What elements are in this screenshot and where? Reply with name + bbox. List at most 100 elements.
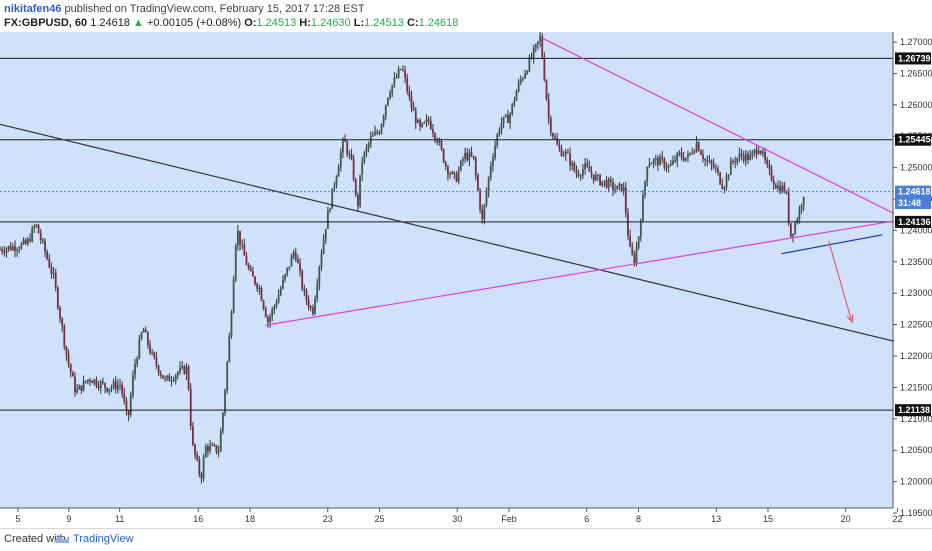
candle-body bbox=[704, 159, 707, 161]
candle-body bbox=[249, 268, 252, 271]
price-tick-label: 1.22000 bbox=[900, 351, 932, 361]
price-chart[interactable]: 1.270001.265001.260001.255001.250001.245… bbox=[0, 32, 932, 528]
candle-body bbox=[528, 57, 531, 72]
trend-line bbox=[0, 123, 912, 346]
candle-body bbox=[684, 157, 687, 161]
candle-body bbox=[123, 393, 126, 402]
candle-body bbox=[436, 139, 439, 143]
candle-body bbox=[267, 317, 269, 323]
candle-body bbox=[327, 210, 329, 229]
candle-body bbox=[691, 152, 694, 154]
price-tick-label: 1.23500 bbox=[900, 257, 932, 267]
candle-body bbox=[597, 175, 599, 177]
tradingview-logo-icon[interactable] bbox=[54, 532, 70, 547]
candle-body bbox=[734, 161, 737, 163]
candle-body bbox=[736, 158, 739, 163]
candle-body bbox=[515, 91, 518, 101]
candle-body bbox=[187, 366, 190, 389]
candle-body bbox=[219, 431, 222, 452]
candle-body bbox=[279, 288, 282, 295]
candle-body bbox=[138, 339, 141, 359]
candle-body bbox=[635, 247, 638, 264]
candle-body bbox=[425, 119, 428, 123]
candle-body bbox=[410, 96, 413, 108]
price-axis[interactable] bbox=[894, 32, 932, 508]
candle-body bbox=[284, 274, 286, 280]
candle-body bbox=[290, 256, 293, 267]
candle-body bbox=[179, 367, 181, 373]
candle-body bbox=[509, 113, 511, 124]
candle-body bbox=[108, 388, 111, 392]
candle-body bbox=[627, 213, 629, 236]
candle-body bbox=[234, 245, 237, 280]
candle-body bbox=[498, 129, 501, 135]
price-label-box bbox=[895, 215, 931, 228]
horizontal-levels bbox=[0, 57, 893, 411]
candle-body bbox=[206, 446, 209, 452]
candle-body bbox=[18, 248, 21, 250]
candle-body bbox=[402, 69, 404, 71]
price-label-text: 1.26739 bbox=[898, 53, 931, 63]
candle-body bbox=[787, 192, 790, 224]
candle-body bbox=[86, 379, 89, 382]
candle-body bbox=[69, 364, 72, 373]
candle-body bbox=[59, 307, 61, 319]
arrow-head-icon bbox=[846, 314, 854, 324]
candle-body bbox=[537, 41, 539, 45]
candle-body bbox=[352, 158, 355, 180]
candle-body bbox=[669, 164, 672, 166]
chart-header: nikitafen46 published on TradingView.com… bbox=[0, 0, 932, 32]
symbol-label[interactable]: FX:GBPUSD, 60 bbox=[4, 17, 88, 29]
candle-body bbox=[146, 332, 149, 345]
candle-body bbox=[534, 44, 537, 48]
candle-body bbox=[423, 122, 426, 124]
candles-layer bbox=[0, 32, 805, 484]
candle-body bbox=[682, 157, 685, 161]
price-label-box bbox=[895, 185, 931, 198]
candle-body bbox=[329, 208, 331, 211]
author-link[interactable]: nikitafen46 bbox=[4, 3, 62, 15]
candle-body bbox=[674, 160, 677, 162]
candle-body bbox=[46, 251, 49, 259]
candle-body bbox=[324, 228, 327, 240]
price-label-box bbox=[895, 52, 931, 65]
candle-body bbox=[457, 170, 460, 182]
candle-body bbox=[794, 222, 797, 234]
candle-body bbox=[344, 138, 346, 142]
candle-body bbox=[798, 209, 801, 220]
candle-body bbox=[489, 165, 492, 178]
candle-body bbox=[438, 141, 441, 143]
candle-body bbox=[532, 47, 535, 58]
time-axis[interactable] bbox=[0, 509, 932, 528]
candle-body bbox=[359, 174, 361, 207]
low-label: L: bbox=[353, 17, 365, 29]
candle-body bbox=[695, 142, 698, 152]
candle-body bbox=[374, 131, 376, 136]
candle-body bbox=[567, 151, 569, 154]
candle-body bbox=[755, 149, 758, 155]
candle-body bbox=[346, 141, 349, 154]
candle-body bbox=[519, 79, 522, 82]
candle-body bbox=[106, 387, 109, 392]
candle-body bbox=[434, 133, 436, 140]
candle-body bbox=[539, 36, 541, 42]
price-tick-label: 1.25000 bbox=[900, 163, 932, 173]
candle-body bbox=[140, 332, 143, 340]
price-tick-label: 1.22500 bbox=[900, 320, 932, 330]
tradingview-link[interactable]: TradingView bbox=[73, 533, 134, 545]
candle-body bbox=[702, 154, 704, 160]
candle-body bbox=[26, 239, 29, 244]
candle-body bbox=[513, 100, 516, 104]
candle-body bbox=[185, 366, 188, 374]
candle-body bbox=[421, 123, 424, 127]
trend-line bbox=[265, 218, 906, 326]
candle-body bbox=[579, 175, 582, 177]
candle-body bbox=[363, 152, 366, 162]
candle-body bbox=[663, 158, 666, 168]
candle-body bbox=[191, 426, 194, 445]
price-tick-label: 1.26500 bbox=[900, 68, 932, 78]
time-ticks: 5 9 11 16 18 23 25 30 Feb 6 8 13 15 20 22 bbox=[15, 508, 902, 524]
close-value: 1.24618 bbox=[418, 17, 459, 29]
time-tick-label: 25 bbox=[375, 514, 385, 524]
candle-body bbox=[710, 160, 713, 165]
